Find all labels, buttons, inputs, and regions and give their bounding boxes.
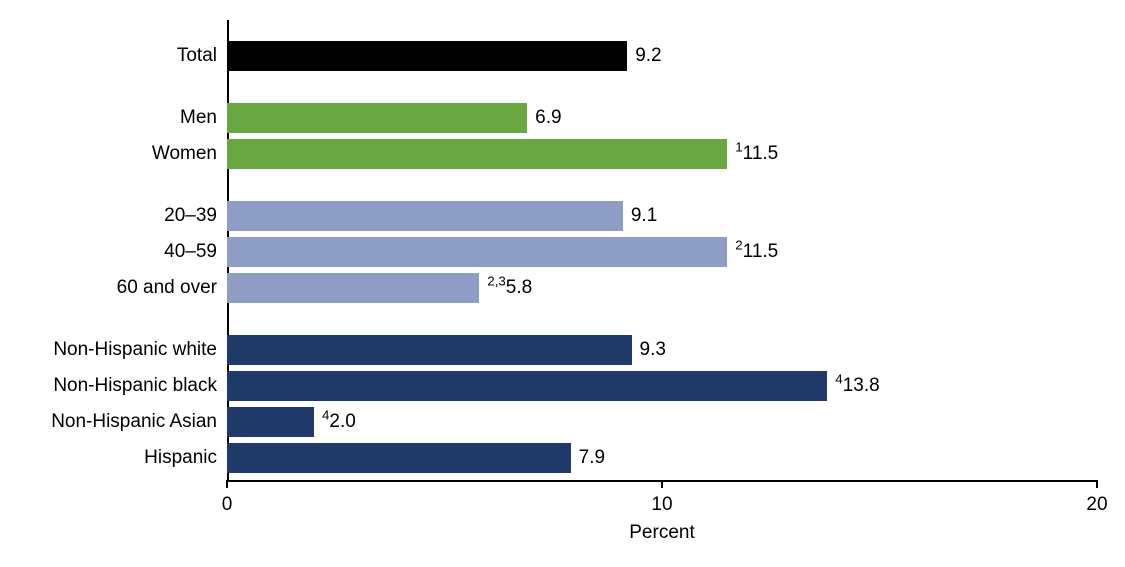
category-label: Hispanic xyxy=(144,447,227,469)
x-tick-label: 10 xyxy=(651,494,672,516)
value-label: 9.2 xyxy=(627,45,661,67)
value-label: 7.9 xyxy=(571,447,605,469)
value-text: 2.0 xyxy=(329,411,355,432)
value-text: 9.1 xyxy=(631,205,657,226)
value-label: 211.5 xyxy=(727,241,778,263)
x-tick xyxy=(226,480,228,488)
bar xyxy=(227,371,827,401)
category-label: Total xyxy=(177,45,227,67)
category-label: Non-Hispanic white xyxy=(53,339,227,361)
value-text: 11.5 xyxy=(743,241,779,262)
value-text: 9.3 xyxy=(640,339,666,360)
x-tick-label: 20 xyxy=(1086,494,1107,516)
value-text: 5.8 xyxy=(506,277,532,298)
category-label: Non-Hispanic Asian xyxy=(51,411,227,433)
value-label: 111.5 xyxy=(727,143,778,165)
x-tick xyxy=(1096,480,1098,488)
bar xyxy=(227,443,571,473)
category-label: Non-Hispanic black xyxy=(53,375,227,397)
value-label: 2,35.8 xyxy=(479,277,532,299)
bar xyxy=(227,335,632,365)
plot-area: Percent Total9.2Men6.9Women111.520–399.1… xyxy=(227,20,1097,480)
value-text: 6.9 xyxy=(535,107,561,128)
bar xyxy=(227,201,623,231)
value-text: 7.9 xyxy=(579,447,605,468)
value-label: 9.1 xyxy=(623,205,657,227)
value-label: 413.8 xyxy=(827,375,879,397)
x-tick-label: 0 xyxy=(222,494,233,516)
bar xyxy=(227,41,627,71)
category-label: 20–39 xyxy=(164,205,227,227)
value-label: 42.0 xyxy=(314,411,356,433)
category-label: Women xyxy=(152,143,227,165)
bar xyxy=(227,139,727,169)
x-axis-title: Percent xyxy=(629,522,694,544)
bar-chart: Percent Total 9.2 Men 6.9 Women 111.5 20–39 9.1… xyxy=(0,0,1125,567)
value-text: 9.2 xyxy=(635,45,661,66)
value-text: 11.5 xyxy=(743,143,779,164)
category-label: 40–59 xyxy=(164,241,227,263)
x-tick xyxy=(661,480,663,488)
category-label: 60 and over xyxy=(117,277,227,299)
value-label: 6.9 xyxy=(527,107,561,129)
value-label: 9.3 xyxy=(632,339,666,361)
bar xyxy=(227,237,727,267)
category-label: Men xyxy=(180,107,227,129)
footnote-marker: 2,3 xyxy=(487,274,506,289)
value-text: 13.8 xyxy=(843,375,880,396)
bar xyxy=(227,273,479,303)
bar xyxy=(227,103,527,133)
bar xyxy=(227,407,314,437)
